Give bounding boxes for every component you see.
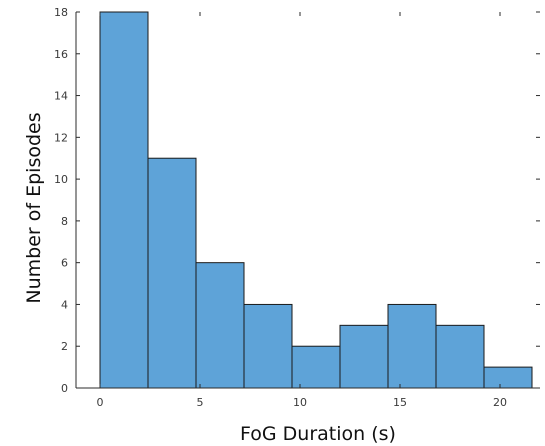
histogram-bar (339, 324, 389, 389)
histogram-bar (99, 11, 149, 389)
histogram-bar (387, 303, 437, 389)
y-axis-label: Number of Episodes (23, 112, 45, 303)
y-tick-label: 16 (54, 48, 68, 61)
y-tick-label: 12 (54, 131, 68, 144)
histogram-bar (243, 303, 293, 389)
histogram-bar (483, 366, 533, 389)
y-tick-label: 10 (54, 173, 68, 186)
y-tick-label: 6 (61, 257, 68, 270)
axes-group (75, 12, 540, 389)
x-tick-label: 10 (293, 396, 307, 409)
y-tick-label: 14 (54, 90, 68, 103)
y-tick-label: 8 (61, 215, 68, 228)
x-axis-label: FoG Duration (s) (240, 423, 396, 445)
x-tick-label: 15 (393, 396, 407, 409)
histogram-bar (147, 157, 197, 389)
x-tick-label: 5 (197, 396, 204, 409)
y-ticks-group: 0 2 4 6 8 10 12 14 16 18 (54, 6, 540, 395)
histogram-bar (195, 262, 245, 389)
y-tick-label: 2 (61, 340, 68, 353)
y-tick-label: 18 (54, 6, 68, 19)
x-tick-label: 0 (97, 396, 104, 409)
x-ticks-group: 0 5 10 15 20 (97, 12, 507, 409)
bars-group (99, 11, 533, 389)
y-tick-label: 0 (61, 382, 68, 395)
histogram-bar (435, 324, 485, 389)
x-tick-label: 20 (493, 396, 507, 409)
histogram-bar (291, 345, 341, 389)
y-tick-label: 4 (61, 298, 68, 311)
